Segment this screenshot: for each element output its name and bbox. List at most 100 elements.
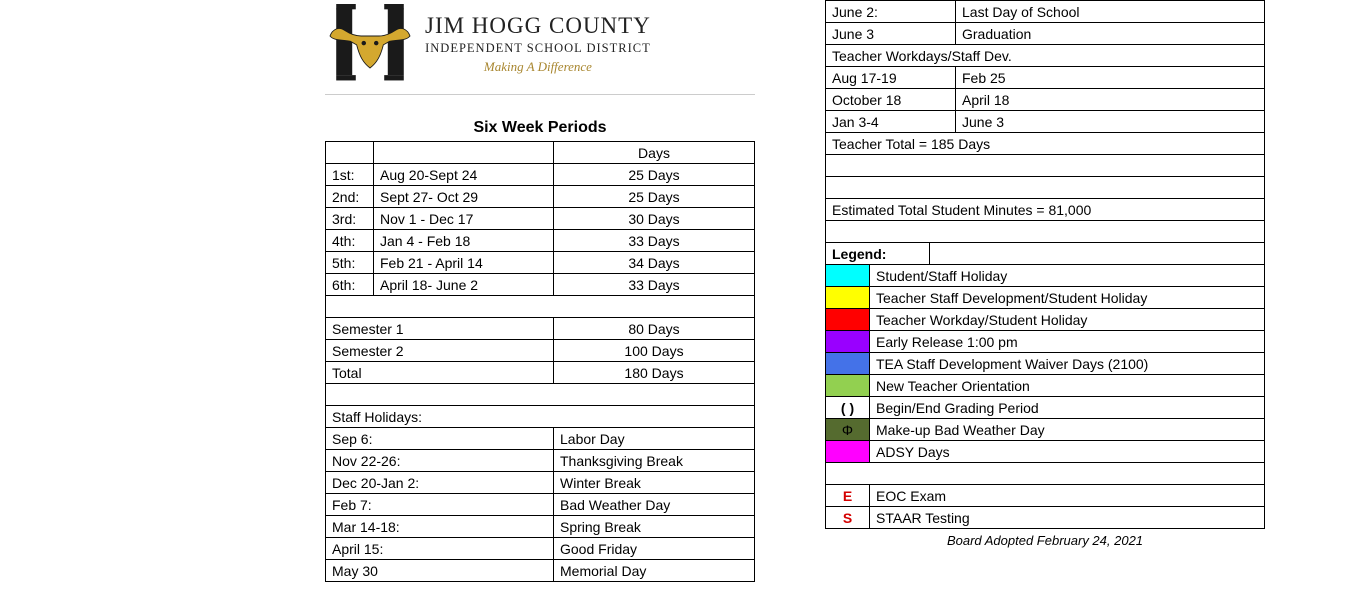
six-week-title: Six Week Periods [325, 115, 755, 141]
table-row: Estimated Total Student Minutes = 81,000 [826, 199, 1265, 221]
legend-text: New Teacher Orientation [870, 375, 1265, 397]
legend-row: ADSY Days [826, 441, 1265, 463]
period-days: 33 Days [554, 274, 755, 296]
table-row: April 15:Good Friday [326, 538, 755, 560]
legend-title: Legend: [826, 243, 930, 265]
legend-table: Legend: Student/Staff HolidayTeacher Sta… [825, 242, 1265, 529]
table-row: Total180 Days [326, 362, 755, 384]
period-ord: 4th: [326, 230, 374, 252]
legend-text: ADSY Days [870, 441, 1265, 463]
legend-text: TEA Staff Development Waiver Days (2100) [870, 353, 1265, 375]
table-row [826, 177, 1265, 199]
holiday-name: Spring Break [554, 516, 755, 538]
table-row: Aug 17-19Feb 25 [826, 67, 1265, 89]
legend-row: Early Release 1:00 pm [826, 331, 1265, 353]
table-row [826, 155, 1265, 177]
period-range: Nov 1 - Dec 17 [374, 208, 554, 230]
legend-text: Student/Staff Holiday [870, 265, 1265, 287]
event-name: Graduation [956, 23, 1265, 45]
exam-key: S [826, 507, 870, 529]
table-row: 1st:Aug 20-Sept 2425 Days [326, 164, 755, 186]
teacher-total: Teacher Total = 185 Days [826, 133, 1265, 155]
table-row: 6th:April 18- June 233 Days [326, 274, 755, 296]
exam-key: E [826, 485, 870, 507]
exam-text: STAAR Testing [870, 507, 1265, 529]
table-row [826, 221, 1265, 243]
district-header: JIM HOGG COUNTY INDEPENDENT SCHOOL DISTR… [325, 0, 755, 84]
legend-text: Early Release 1:00 pm [870, 331, 1265, 353]
legend-swatch [826, 375, 870, 397]
holiday-date: Sep 6: [326, 428, 554, 450]
district-motto: Making A Difference [425, 59, 651, 75]
table-row: June 3Graduation [826, 23, 1265, 45]
exam-text: EOC Exam [870, 485, 1265, 507]
staff-holidays-title: Staff Holidays: [326, 406, 755, 428]
table-row: Staff Holidays: [326, 406, 755, 428]
header-rule [325, 94, 755, 95]
district-title: JIM HOGG COUNTY [425, 13, 651, 39]
legend-row: TEA Staff Development Waiver Days (2100) [826, 353, 1265, 375]
period-range: Feb 21 - April 14 [374, 252, 554, 274]
period-range: Aug 20-Sept 24 [374, 164, 554, 186]
left-column: JIM HOGG COUNTY INDEPENDENT SCHOOL DISTR… [325, 0, 755, 582]
legend-key: ( ) [826, 397, 870, 419]
event-date: June 3 [826, 23, 956, 45]
table-row: Semester 2100 Days [326, 340, 755, 362]
table-row: 3rd:Nov 1 - Dec 1730 Days [326, 208, 755, 230]
period-days: 33 Days [554, 230, 755, 252]
table-row [326, 296, 755, 318]
table-row: 2nd:Sept 27- Oct 2925 Days [326, 186, 755, 208]
period-ord: 1st: [326, 164, 374, 186]
table-row: May 30Memorial Day [326, 560, 755, 582]
table-row: Legend: [826, 243, 1265, 265]
legend-row: ΦMake-up Bad Weather Day [826, 419, 1265, 441]
semester-days: 100 Days [554, 340, 755, 362]
table-row: October 18April 18 [826, 89, 1265, 111]
legend-swatch [826, 309, 870, 331]
table-row: Dec 20-Jan 2:Winter Break [326, 472, 755, 494]
student-minutes: Estimated Total Student Minutes = 81,000 [826, 199, 1265, 221]
semester-label: Total [326, 362, 554, 384]
holiday-date: Dec 20-Jan 2: [326, 472, 554, 494]
days-header: Days [554, 142, 755, 164]
holiday-date: Feb 7: [326, 494, 554, 516]
period-days: 25 Days [554, 186, 755, 208]
legend-row: EEOC Exam [826, 485, 1265, 507]
workday-b: June 3 [956, 111, 1265, 133]
legend-row: New Teacher Orientation [826, 375, 1265, 397]
period-ord: 5th: [326, 252, 374, 274]
workday-a: Aug 17-19 [826, 67, 956, 89]
semester-label: Semester 2 [326, 340, 554, 362]
legend-row: Student/Staff Holiday [826, 265, 1265, 287]
holiday-name: Thanksgiving Break [554, 450, 755, 472]
table-row [826, 463, 1265, 485]
holiday-date: April 15: [326, 538, 554, 560]
event-name: Last Day of School [956, 1, 1265, 23]
table-row: 5th:Feb 21 - April 1434 Days [326, 252, 755, 274]
six-week-table: Days 1st:Aug 20-Sept 2425 Days2nd:Sept 2… [325, 141, 755, 582]
district-subtitle: INDEPENDENT SCHOOL DISTRICT [425, 41, 651, 56]
holiday-date: Mar 14-18: [326, 516, 554, 538]
period-range: Jan 4 - Feb 18 [374, 230, 554, 252]
holiday-name: Winter Break [554, 472, 755, 494]
legend-swatch: Φ [826, 419, 870, 441]
period-days: 25 Days [554, 164, 755, 186]
workday-b: Feb 25 [956, 67, 1265, 89]
table-row: Teacher Workdays/Staff Dev. [826, 45, 1265, 67]
table-row: Nov 22-26:Thanksgiving Break [326, 450, 755, 472]
event-date: June 2: [826, 1, 956, 23]
table-row: Sep 6:Labor Day [326, 428, 755, 450]
legend-swatch [826, 441, 870, 463]
holiday-name: Good Friday [554, 538, 755, 560]
holiday-name: Memorial Day [554, 560, 755, 582]
workday-a: October 18 [826, 89, 956, 111]
holiday-name: Labor Day [554, 428, 755, 450]
legend-swatch [826, 331, 870, 353]
page-root: JIM HOGG COUNTY INDEPENDENT SCHOOL DISTR… [0, 0, 1353, 582]
table-row: Semester 180 Days [326, 318, 755, 340]
period-range: April 18- June 2 [374, 274, 554, 296]
semester-days: 80 Days [554, 318, 755, 340]
table-row: Days [326, 142, 755, 164]
period-ord: 3rd: [326, 208, 374, 230]
semester-days: 180 Days [554, 362, 755, 384]
